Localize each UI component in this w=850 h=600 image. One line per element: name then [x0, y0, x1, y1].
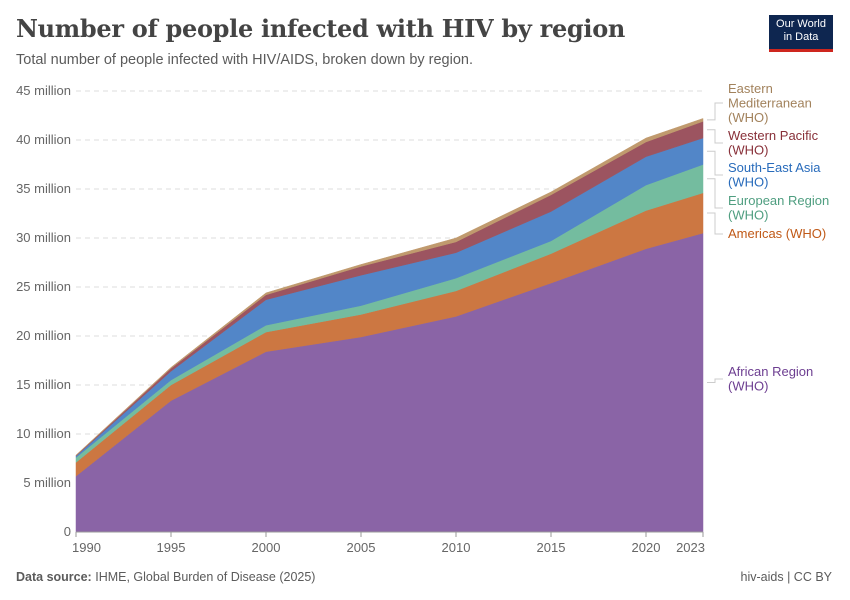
- source-label: Data source:: [16, 570, 92, 584]
- series-label[interactable]: Americas (WHO): [728, 226, 826, 241]
- x-tick-label: 2023: [676, 540, 705, 555]
- label-connector: [707, 212, 723, 235]
- y-tick-label: 10 million: [16, 426, 71, 441]
- y-tick-label: 25 million: [16, 279, 71, 294]
- x-tick-label: 2010: [442, 540, 471, 555]
- x-tick-label: 2005: [347, 540, 376, 555]
- y-tick-label: 35 million: [16, 181, 71, 196]
- y-tick-label: 45 million: [16, 83, 71, 98]
- owid-logo[interactable]: Our World in Data: [769, 15, 833, 52]
- license[interactable]: hiv-aids | CC BY: [740, 570, 832, 584]
- label-connector: [707, 129, 723, 144]
- label-connector: [707, 178, 723, 209]
- y-tick-label: 0: [64, 524, 71, 539]
- series-label[interactable]: Mediterranean: [728, 96, 812, 111]
- chart-title: Number of people infected with HIV by re…: [16, 14, 626, 43]
- data-source: Data source: IHME, Global Burden of Dise…: [16, 570, 315, 584]
- series-label[interactable]: Western Pacific: [728, 128, 819, 143]
- x-tick-label: 1990: [72, 540, 101, 555]
- x-tick-label: 1995: [157, 540, 186, 555]
- label-connector: [707, 378, 723, 384]
- area-eastern-mediterranean-who[interactable]: [75, 118, 704, 457]
- logo-line-2: in Data: [783, 31, 819, 43]
- series-label[interactable]: Eastern: [728, 81, 773, 96]
- series-label[interactable]: (WHO): [728, 379, 768, 394]
- series-label[interactable]: South-East Asia: [728, 160, 821, 175]
- series-label[interactable]: (WHO): [728, 143, 768, 158]
- y-tick-label: 5 million: [23, 475, 71, 490]
- y-tick-label: 40 million: [16, 132, 71, 147]
- series-label[interactable]: (WHO): [728, 208, 768, 223]
- chart-subtitle: Total number of people infected with HIV…: [16, 52, 474, 68]
- y-tick-label: 15 million: [16, 377, 71, 392]
- series-label[interactable]: African Region: [728, 364, 813, 379]
- series-label[interactable]: European Region: [728, 193, 829, 208]
- x-tick-label: 2000: [252, 540, 281, 555]
- logo-line-1: Our World: [776, 18, 826, 30]
- y-tick-label: 20 million: [16, 328, 71, 343]
- x-tick-label: 2015: [537, 540, 566, 555]
- label-connector: [707, 150, 723, 176]
- x-tick-label: 2020: [632, 540, 661, 555]
- source-text[interactable]: IHME, Global Burden of Disease (2025): [95, 570, 316, 584]
- label-connector: [707, 102, 723, 121]
- series-label[interactable]: (WHO): [728, 110, 768, 125]
- y-tick-label: 30 million: [16, 230, 71, 245]
- series-label[interactable]: (WHO): [728, 175, 768, 190]
